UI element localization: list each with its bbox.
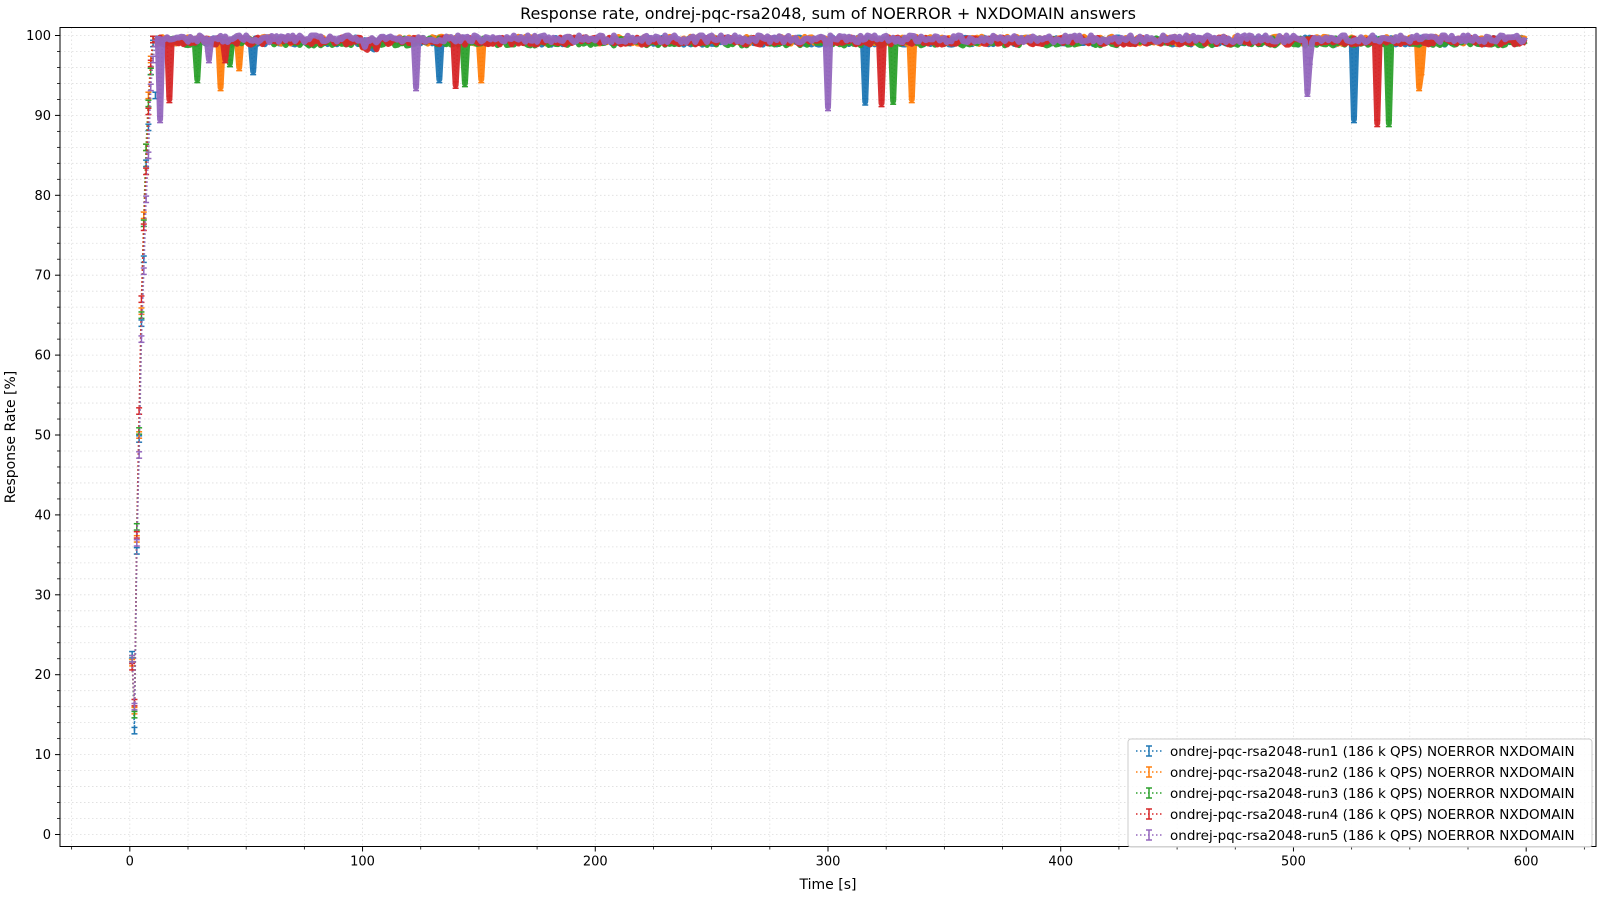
legend-item-run4: ondrej-pqc-rsa2048-run4 (186 k QPS) NOER… (1136, 807, 1575, 823)
y-axis: 0 10 20 30 40 50 60 70 80 90 100 (26, 29, 60, 843)
legend-label: ondrej-pqc-rsa2048-run3 (186 k QPS) NOER… (1170, 786, 1575, 802)
errorbar-marker (908, 95, 915, 104)
errorbar-marker (1306, 57, 1313, 66)
errorbar-marker (131, 726, 138, 735)
errorbar-marker (131, 702, 138, 711)
errorbar-marker (1374, 119, 1381, 128)
errorbar-marker (133, 522, 140, 531)
series-band-run5 (154, 32, 1528, 123)
errorbar-marker (152, 39, 159, 48)
y-tick-label: 80 (34, 189, 51, 204)
errorbar-marker (452, 81, 459, 89)
y-axis-label: Response Rate [%] (3, 371, 19, 503)
errorbar-marker (1385, 119, 1392, 128)
y-tick-label: 50 (34, 429, 51, 444)
x-tick-label: 300 (816, 855, 841, 870)
y-tick-label: 20 (34, 668, 51, 683)
y-tick-label: 70 (34, 269, 51, 284)
errorbar-marker (129, 654, 136, 663)
chart-title: Response rate, ondrej-pqc-rsa2048, sum o… (520, 4, 1136, 23)
x-axis: 0 100 200 300 400 500 600 (71, 846, 1585, 870)
errorbar-marker (157, 115, 164, 124)
errorbar-marker (825, 103, 831, 112)
y-tick-label: 60 (34, 349, 51, 364)
x-tick-label: 600 (1514, 855, 1539, 870)
errorbar-marker (878, 99, 885, 108)
errorbar-marker (890, 97, 897, 105)
errorbar-marker (461, 79, 468, 88)
errorbar-marker (1350, 115, 1357, 124)
series-band-run3 (154, 35, 1528, 127)
series-line-run3 (131, 36, 1527, 715)
errorbar-marker (136, 407, 143, 415)
errorbar-marker (166, 95, 173, 104)
errorbar-marker (138, 335, 145, 344)
legend-box (1127, 738, 1593, 848)
errorbar-marker (133, 538, 140, 547)
legend: ondrej-pqc-rsa2048-run1 (186 k QPS) NOER… (1127, 738, 1593, 848)
errorbar-marker (194, 75, 201, 84)
errorbar-marker (222, 55, 229, 64)
x-axis-label: Time [s] (799, 877, 857, 893)
legend-label: ondrej-pqc-rsa2048-run5 (186 k QPS) NOER… (1170, 828, 1575, 844)
legend-label: ondrej-pqc-rsa2048-run2 (186 k QPS) NOER… (1170, 765, 1575, 781)
x-tick-label: 100 (350, 855, 375, 870)
x-tick-label: 500 (1281, 855, 1306, 870)
legend-label: ondrej-pqc-rsa2048-run1 (186 k QPS) NOER… (1170, 744, 1575, 760)
y-tick-label: 40 (34, 508, 51, 523)
errorbar-marker (250, 67, 257, 76)
errorbar-marker (478, 75, 485, 84)
legend-item-run2: ondrej-pqc-rsa2048-run2 (186 k QPS) NOER… (1136, 765, 1575, 781)
y-tick-label: 30 (34, 588, 51, 603)
x-tick-label: 200 (583, 855, 608, 870)
series-line-run4 (131, 35, 1527, 703)
errorbar-marker (150, 55, 157, 64)
grid-lines (60, 27, 1596, 847)
y-tick-label: 10 (34, 748, 51, 763)
legend-label: ondrej-pqc-rsa2048-run4 (186 k QPS) NOER… (1170, 807, 1575, 823)
errorbar-marker (1416, 83, 1423, 92)
errorbar-marker (138, 295, 145, 304)
errorbar-marker (143, 195, 150, 204)
errorbar-marker (147, 83, 154, 92)
series-line-run2 (131, 34, 1527, 711)
legend-item-run5: ondrej-pqc-rsa2048-run5 (186 k QPS) NOER… (1136, 828, 1575, 844)
errorbar-marker (1418, 67, 1425, 76)
x-tick-label: 400 (1048, 855, 1073, 870)
y-tick-label: 100 (26, 29, 51, 44)
errorbar-marker (862, 97, 869, 106)
series-band-run4 (153, 34, 1528, 127)
series-run5 (129, 32, 1528, 711)
errorbar-marker (1304, 89, 1311, 97)
errorbar-marker (136, 451, 143, 459)
y-tick-label: 90 (34, 109, 51, 124)
errorbar-marker (205, 55, 212, 64)
errorbar-marker (145, 151, 152, 160)
errorbar-marker (140, 267, 147, 276)
series-layer (129, 32, 1528, 735)
errorbar-marker (217, 83, 224, 92)
errorbar-marker (133, 530, 140, 539)
y-tick-label: 0 (43, 828, 51, 843)
errorbar-marker (436, 75, 443, 84)
x-tick-label: 0 (126, 855, 134, 870)
errorbar-marker (131, 710, 138, 719)
legend-item-run1: ondrej-pqc-rsa2048-run1 (186 k QPS) NOER… (1136, 744, 1575, 760)
errorbar-marker (413, 83, 420, 92)
legend-item-run3: ondrej-pqc-rsa2048-run3 (186 k QPS) NOER… (1136, 786, 1575, 802)
errorbar-marker (133, 546, 140, 555)
errorbar-marker (236, 63, 243, 72)
